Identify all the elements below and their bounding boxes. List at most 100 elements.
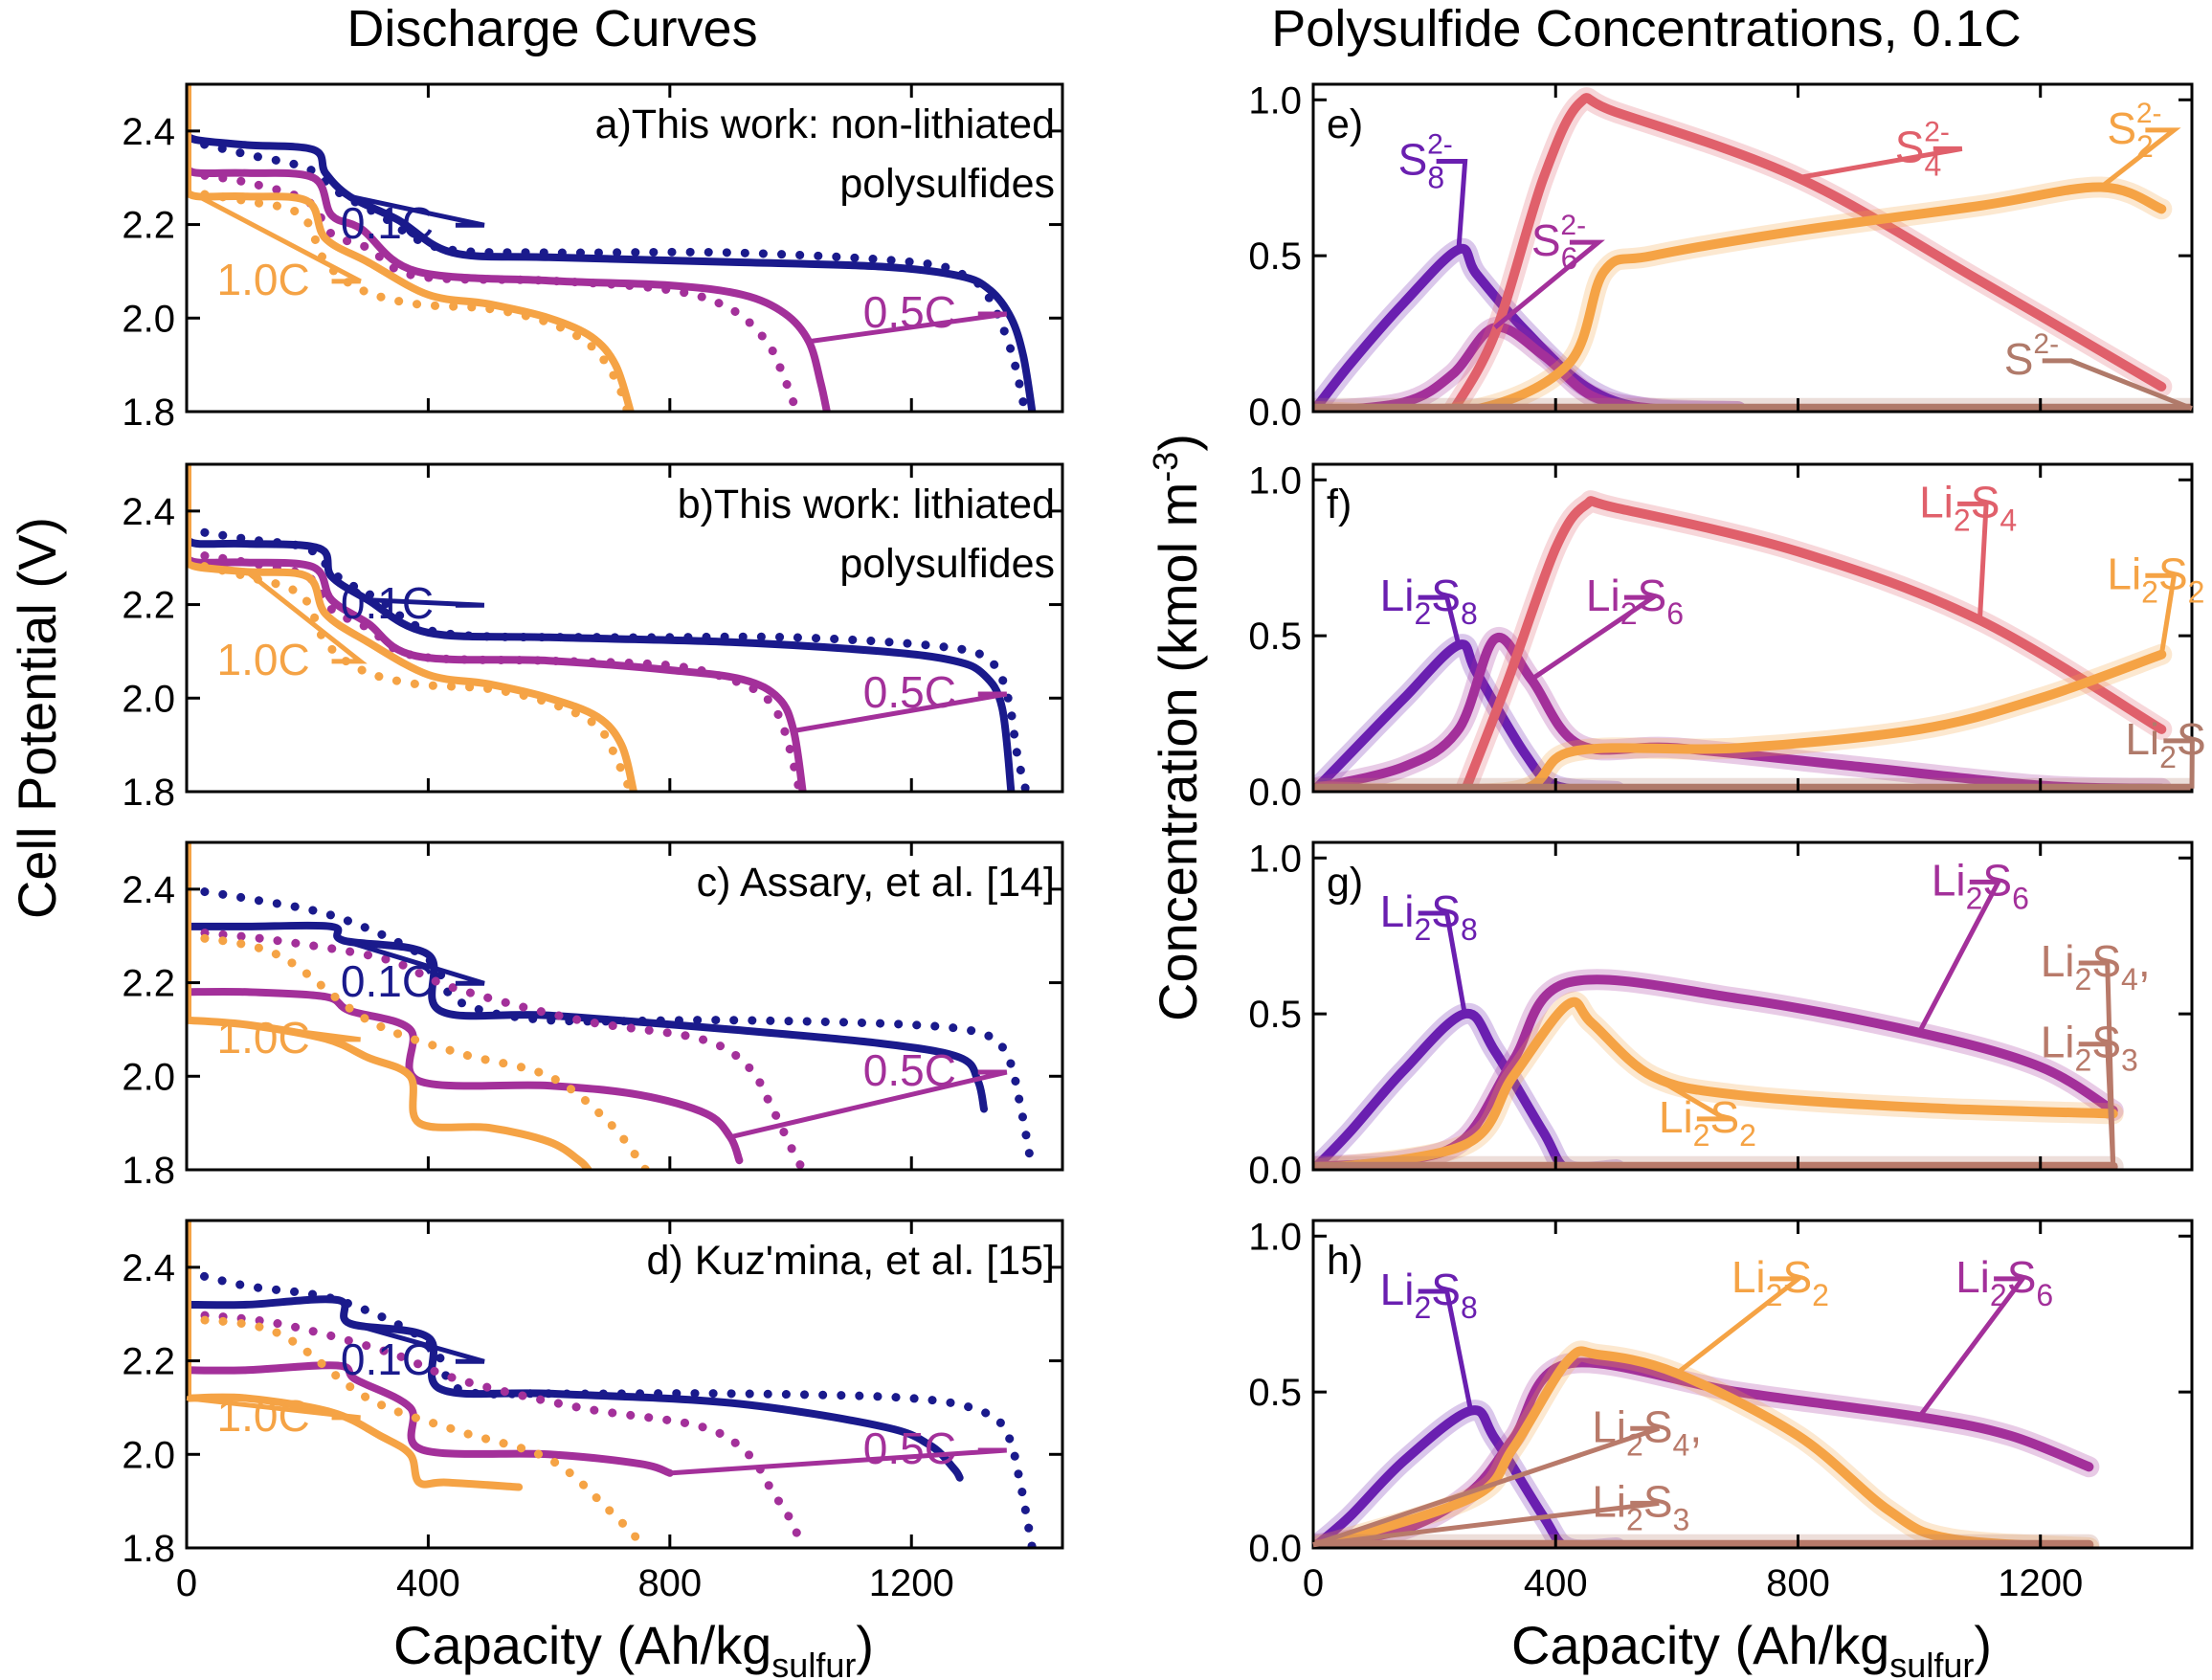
ytick-label-c-2: 2.2 bbox=[122, 963, 175, 1005]
curve-label-leader-h-0 bbox=[1418, 1288, 1474, 1412]
panel-h-annotation: h) bbox=[1327, 1238, 1363, 1284]
panel-e: 0.00.51.0e)S82-S62-S42- S22-S2- bbox=[1248, 79, 2194, 434]
curve-label-f-1-part-0: Li bbox=[1586, 571, 1620, 620]
curve-label-d-1: 0.5C bbox=[863, 1423, 956, 1473]
curve-label-c-2: 1.0C bbox=[217, 1013, 310, 1063]
curve-label-g-4-part-0: Li bbox=[1659, 1092, 1693, 1142]
curve-label-leader-a-1 bbox=[808, 311, 1008, 345]
curve-label-leader-e-3 bbox=[2099, 127, 2181, 190]
curve-label-leader-e-2 bbox=[1798, 146, 1963, 181]
panel-a-annotation: a)This work: non-lithiated bbox=[595, 101, 1055, 147]
xtick-label-d-2: 800 bbox=[637, 1562, 702, 1604]
curve-label-leader-c-2 bbox=[246, 1022, 361, 1042]
curve-label-d-1-part-0: 0.5C bbox=[863, 1423, 956, 1473]
curve-label-b-2-part-0: 1.0C bbox=[217, 635, 310, 684]
panel-e-annotation: e) bbox=[1327, 101, 1363, 147]
curve-label-g-1: Li2S6 bbox=[1932, 855, 2029, 915]
curve-label-leader-c-1 bbox=[729, 1069, 1008, 1140]
curve-label-leader-g-3 bbox=[2078, 1042, 2116, 1167]
panel-c-annotation: c) Assary, et al. [14] bbox=[697, 860, 1055, 906]
panel-a-plot bbox=[187, 84, 1037, 412]
curve-label-leader-e-1 bbox=[1493, 239, 1605, 329]
panel-c-frame bbox=[185, 840, 1064, 1172]
series-c-1.0C-dotted bbox=[187, 931, 651, 1170]
curve-label-f-4-part-0: Li bbox=[2125, 714, 2159, 764]
curve-label-h-1-part-3: 2 bbox=[1812, 1278, 1829, 1312]
curve-label-leader-b-2 bbox=[245, 570, 368, 664]
curve-label-f-0-part-0: Li bbox=[1380, 571, 1415, 620]
ytick-label-d-2: 2.2 bbox=[122, 1341, 175, 1383]
curve-label-leader-g-1 bbox=[1916, 879, 2002, 1034]
curve-label-h-1: Li2S2 bbox=[1732, 1252, 1829, 1312]
curve-label-leader-f-1 bbox=[1530, 594, 1662, 682]
ytick-label-e-1: 0.5 bbox=[1248, 235, 1302, 278]
xtick-label-h-2: 800 bbox=[1766, 1562, 1830, 1604]
ytick-label-a-0: 1.8 bbox=[122, 392, 175, 434]
curve-label-e-3-part-0: S bbox=[2107, 103, 2136, 153]
ytick-label-e-0: 0.0 bbox=[1248, 392, 1302, 434]
curve-label-e-1-part-0: S bbox=[1531, 215, 1561, 265]
curve-label-leader-c-0 bbox=[343, 938, 485, 986]
curve-label-g-4-part-1: 2 bbox=[1693, 1118, 1710, 1153]
curve-label-e-1-part-2: 2- bbox=[1560, 210, 1586, 241]
right-ylabel: Concentration (kmol m-3) bbox=[1146, 434, 1208, 1021]
curve-label-a-2: 1.0C bbox=[217, 255, 310, 304]
curve-label-g-1-part-0: Li bbox=[1932, 855, 1966, 905]
curve-label-g-0-part-1: 2 bbox=[1414, 912, 1431, 947]
xtick-label-d-3: 1200 bbox=[869, 1562, 954, 1604]
series-d-0.5C-solid bbox=[187, 1361, 674, 1477]
series-b-1.0C-solid bbox=[187, 558, 637, 792]
ytick-label-b-0: 1.8 bbox=[122, 772, 175, 814]
ytick-label-g-1: 0.5 bbox=[1248, 994, 1302, 1036]
panel-d-plot bbox=[187, 1221, 1037, 1548]
curve-label-h-0-part-1: 2 bbox=[1414, 1290, 1431, 1325]
xtick-label-d-1: 400 bbox=[396, 1562, 460, 1604]
curve-label-g-2-part-1: 2 bbox=[2075, 962, 2092, 997]
panel-g-plot bbox=[1313, 969, 2124, 1170]
panel-c: 1.82.02.22.4 c) Assary, et al. [14]0.1C0.… bbox=[122, 840, 1064, 1192]
curve-label-h-0: Li2S8 bbox=[1380, 1265, 1478, 1325]
curve-label-leader-h-2 bbox=[1917, 1276, 2028, 1419]
curve-label-leader-f-4 bbox=[2163, 738, 2195, 789]
curve-label-leader-f-0 bbox=[1418, 594, 1462, 646]
panel-e-frame bbox=[1311, 82, 2194, 414]
panel-d-frame bbox=[185, 1219, 1064, 1550]
curve-label-leader-d-0 bbox=[348, 1321, 485, 1364]
series-a-1.0C-dotted bbox=[187, 187, 633, 412]
curve-label-f-3-part-0: Li bbox=[2107, 549, 2141, 598]
curve-label-leader-h-3 bbox=[1312, 1425, 1661, 1548]
series-f-Li2S6 bbox=[1313, 633, 2167, 792]
curve-label-leader-d-1 bbox=[669, 1447, 1007, 1476]
curve-label-e-2-part-0: S bbox=[1895, 122, 1925, 171]
series-a-0.1C-solid bbox=[187, 131, 1037, 412]
curve-label-leader-f-2 bbox=[1957, 501, 1989, 620]
ytick-label-b-1: 2.0 bbox=[122, 678, 175, 720]
series-f-Li2S2-halo bbox=[1313, 643, 2173, 792]
curve-label-a-2-part-0: 1.0C bbox=[217, 255, 310, 304]
curve-label-leader-f-3 bbox=[2145, 572, 2178, 656]
curve-label-d-2: 1.0C bbox=[217, 1391, 310, 1441]
ytick-label-d-3: 2.4 bbox=[122, 1247, 175, 1289]
right-xlabel: Capacity (Ah/kgsulfur) bbox=[1511, 1615, 1992, 1680]
series-d-0.5C-dotted bbox=[187, 1310, 808, 1548]
ytick-label-c-3: 2.4 bbox=[122, 869, 175, 911]
curve-label-c-2-part-0: 1.0C bbox=[217, 1013, 310, 1063]
curve-label-g-3-part-3: 3 bbox=[2121, 1043, 2138, 1078]
curve-label-h-3-part-3: 4 bbox=[1673, 1427, 1690, 1462]
curve-label-h-3-part-4: , bbox=[1689, 1401, 1702, 1451]
series-c-0.5C-solid bbox=[187, 987, 744, 1165]
curve-label-f-0-part-3: 8 bbox=[1461, 596, 1478, 631]
curve-label-e-2-part-2: 2- bbox=[1924, 116, 1950, 147]
panel-b-annotation: b)This work: lithiated bbox=[678, 482, 1055, 527]
curve-label-h-0-part-0: Li bbox=[1380, 1265, 1415, 1314]
curve-label-leader-h-1 bbox=[1675, 1276, 1806, 1376]
panel-b-annotation-2: polysulfides bbox=[839, 541, 1055, 587]
ytick-label-c-0: 1.8 bbox=[122, 1150, 175, 1192]
left-column-title: Discharge Curves bbox=[346, 0, 757, 57]
ytick-label-b-2: 2.2 bbox=[122, 585, 175, 627]
series-f-Li2S2 bbox=[1313, 649, 2167, 792]
curve-label-f-3-part-1: 2 bbox=[2141, 574, 2158, 609]
